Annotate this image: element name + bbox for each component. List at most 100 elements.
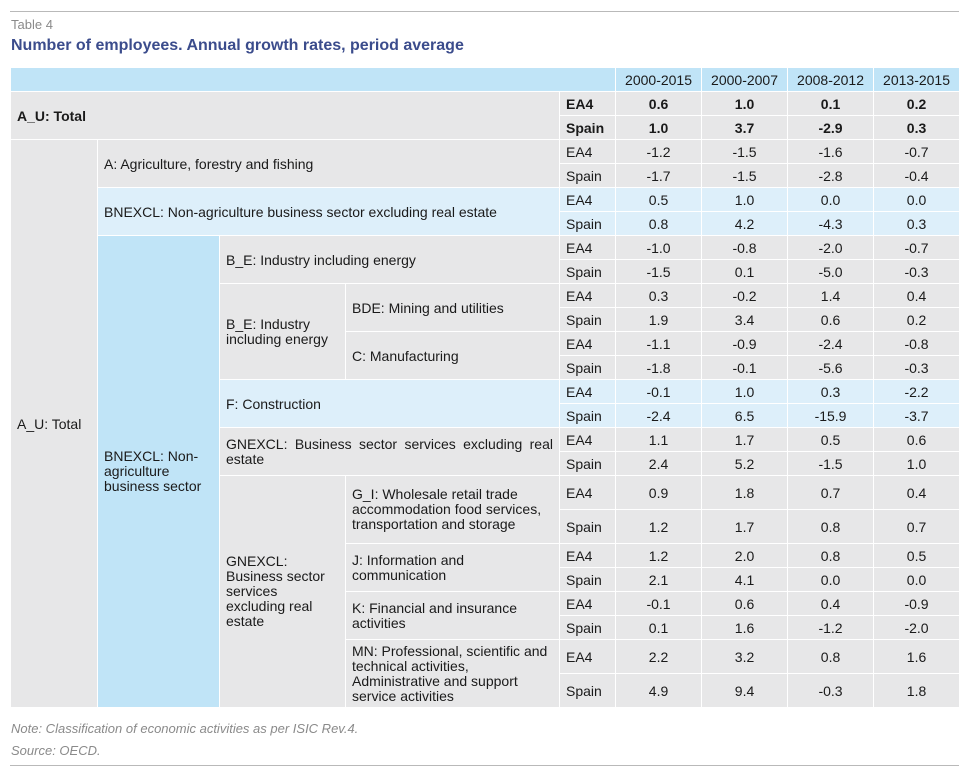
value-cell: 0.1 — [615, 615, 703, 640]
region-label: EA4 — [558, 379, 617, 404]
value-cell: -2.8 — [787, 163, 875, 188]
value-cell: 0.6 — [787, 307, 875, 332]
value-cell: 0.0 — [787, 187, 875, 212]
manuf-row-ea4: C: Manufacturing EA4 -1.1 -0.9 -2.4 -0.8 — [11, 331, 961, 380]
value-cell: 9.4 — [701, 673, 789, 708]
sector-label: GNEXCL: Business sector services excludi… — [219, 427, 560, 476]
value-cell: -0.8 — [701, 235, 789, 260]
value-cell: 1.6 — [873, 639, 961, 674]
constr-row-spain: Spain -2.4 6.5 -15.9 -3.7 — [11, 403, 961, 428]
bde-row-ea4: B_E: Industry including energy BDE: Mini… — [11, 283, 961, 380]
value-cell: 0.2 — [873, 307, 961, 332]
value-cell: 0.0 — [873, 567, 961, 592]
header-blank — [9, 67, 617, 92]
value-cell: 3.7 — [701, 115, 789, 140]
top-rule — [10, 11, 959, 12]
value-cell: -0.9 — [701, 331, 789, 356]
value-cell: 2.2 — [615, 639, 703, 674]
value-cell: -1.0 — [615, 235, 703, 260]
table-number: Table 4 — [11, 17, 53, 32]
value-cell: -4.3 — [787, 211, 875, 236]
value-cell: 1.7 — [701, 427, 789, 452]
value-cell: -1.5 — [787, 451, 875, 476]
value-cell: 1.4 — [787, 283, 875, 308]
sector-label: F: Construction — [219, 379, 560, 428]
value-cell: 1.0 — [701, 187, 789, 212]
sector-label: C: Manufacturing — [345, 331, 560, 380]
value-cell: 0.4 — [787, 591, 875, 616]
gnexcl-group-label: GNEXCL: Business sector services excludi… — [219, 475, 346, 708]
gi-row-spain: Spain 1.2 1.7 0.8 0.7 — [11, 509, 961, 544]
constr-row-ea4: F: Construction EA4 -0.1 1.0 0.3 -2.2 — [11, 379, 961, 428]
value-cell: 4.9 — [615, 673, 703, 708]
region-label: Spain — [558, 509, 617, 544]
value-cell: -1.5 — [615, 259, 703, 284]
be-group-label: B_E: Industry including energy — [219, 283, 346, 380]
value-cell: -5.0 — [787, 259, 875, 284]
gnexcl-row-ea4: GNEXCL: Business sector services excludi… — [11, 427, 961, 476]
value-cell: 1.0 — [701, 379, 789, 404]
region-label: Spain — [558, 403, 617, 428]
value-cell: 1.8 — [873, 673, 961, 708]
value-cell: -1.5 — [701, 139, 789, 164]
sector-label: BDE: Mining and utilities — [345, 283, 560, 332]
k-row-ea4: K: Financial and insurance activities EA… — [11, 591, 961, 640]
value-cell: -0.3 — [873, 259, 961, 284]
value-cell: 1.7 — [701, 509, 789, 544]
value-cell: 4.2 — [701, 211, 789, 236]
region-label: Spain — [558, 673, 617, 708]
sector-label: A: Agriculture, forestry and fishing — [97, 139, 560, 188]
value-cell: -0.3 — [873, 355, 961, 380]
value-cell: -0.1 — [615, 591, 703, 616]
value-cell: 5.2 — [701, 451, 789, 476]
value-cell: 0.6 — [873, 427, 961, 452]
value-cell: 0.8 — [787, 509, 875, 544]
value-cell: -0.4 — [873, 163, 961, 188]
region-label: Spain — [558, 615, 617, 640]
sector-label: K: Financial and insurance activities — [345, 591, 560, 640]
value-cell: 4.1 — [701, 567, 789, 592]
table-note: Note: Classification of economic activit… — [11, 721, 359, 736]
value-cell: 1.2 — [615, 543, 703, 568]
value-cell: -5.6 — [787, 355, 875, 380]
value-cell: 1.6 — [701, 615, 789, 640]
period-header: 2000-2007 — [701, 67, 789, 92]
value-cell: -3.7 — [873, 403, 961, 428]
bnexcl-row-ea4: BNEXCL: Non-agriculture business sector … — [11, 187, 961, 236]
be-row-ea4: BNEXCL: Non-agriculture business sector … — [11, 235, 961, 708]
value-cell: 0.1 — [701, 259, 789, 284]
value-cell: 2.1 — [615, 567, 703, 592]
j-row-spain: Spain 2.1 4.1 0.0 0.0 — [11, 567, 961, 592]
value-cell: 0.4 — [873, 475, 961, 510]
value-cell: 0.7 — [787, 475, 875, 510]
value-cell: 2.4 — [615, 451, 703, 476]
value-cell: 0.3 — [873, 115, 961, 140]
value-cell: -0.9 — [873, 591, 961, 616]
value-cell: -1.1 — [615, 331, 703, 356]
value-cell: 6.5 — [701, 403, 789, 428]
value-cell: -0.1 — [615, 379, 703, 404]
value-cell: 1.1 — [615, 427, 703, 452]
region-label: Spain — [558, 451, 617, 476]
value-cell: -15.9 — [787, 403, 875, 428]
left-group-label: A_U: Total — [10, 139, 98, 708]
value-cell: -2.4 — [787, 331, 875, 356]
region-label: Spain — [558, 355, 617, 380]
mn-row-spain: Spain 4.9 9.4 -0.3 1.8 — [11, 673, 961, 708]
region-label: Spain — [558, 211, 617, 236]
j-row-ea4: J: Information and communication EA4 1.2… — [11, 543, 961, 592]
agri-row-spain: Spain -1.7 -1.5 -2.8 -0.4 — [11, 163, 961, 188]
value-cell: 1.0 — [873, 451, 961, 476]
value-cell: 0.5 — [787, 427, 875, 452]
value-cell: -2.4 — [615, 403, 703, 428]
value-cell: -1.2 — [615, 139, 703, 164]
region-label: EA4 — [558, 543, 617, 568]
region-label: EA4 — [558, 235, 617, 260]
region-label: EA4 — [558, 591, 617, 616]
value-cell: 0.5 — [615, 187, 703, 212]
value-cell: 0.9 — [615, 475, 703, 510]
bottom-rule — [10, 765, 959, 766]
region-label: EA4 — [558, 331, 617, 356]
header-row: 2000-2015 2000-2007 2008-2012 2013-2015 — [9, 67, 961, 92]
region-label: EA4 — [558, 427, 617, 452]
